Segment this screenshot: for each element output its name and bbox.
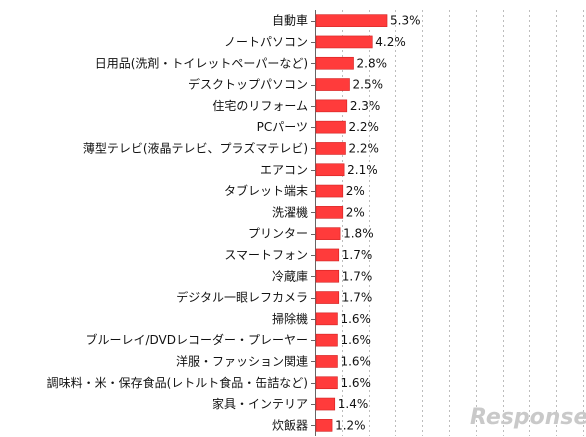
- bar: [315, 333, 338, 347]
- category-label: プリンター: [248, 227, 308, 241]
- value-label: 5.3%: [390, 14, 421, 28]
- value-label: 1.7%: [342, 269, 373, 283]
- category-label: 掃除機: [272, 311, 308, 326]
- category-label: デジタル一眼レフカメラ: [176, 290, 308, 305]
- category-label: 家具・インテリア: [212, 396, 308, 411]
- value-label: 2.1%: [347, 163, 378, 177]
- category-label: 冷蔵庫: [272, 269, 308, 283]
- value-label: 1.6%: [340, 333, 371, 347]
- category-label: 洋服・ファッション関連: [176, 353, 308, 368]
- watermark-logo: Response.: [470, 405, 586, 430]
- category-label: ブルーレイ/DVDレコーダー・プレーヤー: [85, 332, 308, 347]
- bar: [315, 206, 344, 219]
- value-labels: 5.3% 4.2% 2.8% 2.5% 2.3% 2.2% 2.2% 2.1% 2% 2% 1.8%…: [335, 14, 420, 433]
- value-label: 1.8%: [343, 227, 374, 241]
- bar: [315, 397, 336, 411]
- value-label: 1.6%: [340, 312, 371, 326]
- value-label: 1.4%: [338, 397, 369, 411]
- value-label: 2.8%: [357, 56, 388, 70]
- bar: [315, 99, 348, 113]
- bar: [315, 419, 333, 432]
- category-label: 洗濯機: [272, 204, 308, 219]
- bar: [315, 120, 346, 134]
- category-label: スマートフォン: [224, 248, 308, 262]
- category-label: ノートパソコン: [224, 35, 308, 49]
- category-label: 自動車: [272, 14, 308, 28]
- category-label: 日用品(洗剤・トイレットペーパーなど): [95, 55, 308, 70]
- bar: [315, 227, 341, 240]
- bar: [315, 35, 373, 49]
- bar: [315, 269, 340, 283]
- bar: [315, 163, 345, 177]
- value-label: 1.2%: [335, 418, 366, 432]
- value-label: 1.6%: [340, 354, 371, 368]
- value-label: 2.3%: [350, 99, 381, 113]
- category-label: デスクトップパソコン: [188, 77, 308, 92]
- bar: [315, 14, 388, 27]
- bar: [315, 248, 340, 262]
- bar: [315, 78, 350, 91]
- bars: [311, 14, 388, 432]
- value-label: 2%: [346, 205, 365, 219]
- bar: [315, 142, 346, 155]
- bar: [315, 291, 340, 304]
- bar: [315, 312, 338, 326]
- value-label: 1.6%: [340, 376, 371, 390]
- value-label: 1.7%: [342, 291, 373, 305]
- category-label: 調味料・米・保存食品(レトルト食品・缶詰など): [47, 375, 308, 390]
- value-label: 4.2%: [375, 35, 406, 49]
- value-label: 1.7%: [342, 248, 373, 262]
- category-label: 住宅のリフォーム: [212, 98, 308, 113]
- value-label: 2.2%: [348, 120, 379, 134]
- category-label: 炊飯器: [272, 417, 308, 432]
- value-label: 2.5%: [353, 78, 384, 92]
- category-label: タブレット端末: [224, 183, 308, 198]
- bar: [315, 355, 338, 368]
- bar: [315, 184, 344, 198]
- grid-lines: [342, 10, 584, 436]
- category-label: 薄型テレビ(液晶テレビ、プラズマテレビ): [83, 140, 308, 155]
- value-label: 2.2%: [348, 141, 379, 155]
- bar: [315, 376, 338, 390]
- bar: [315, 56, 354, 70]
- category-label: PCパーツ: [257, 120, 308, 134]
- value-label: 2%: [346, 184, 365, 198]
- category-label: エアコン: [260, 163, 308, 177]
